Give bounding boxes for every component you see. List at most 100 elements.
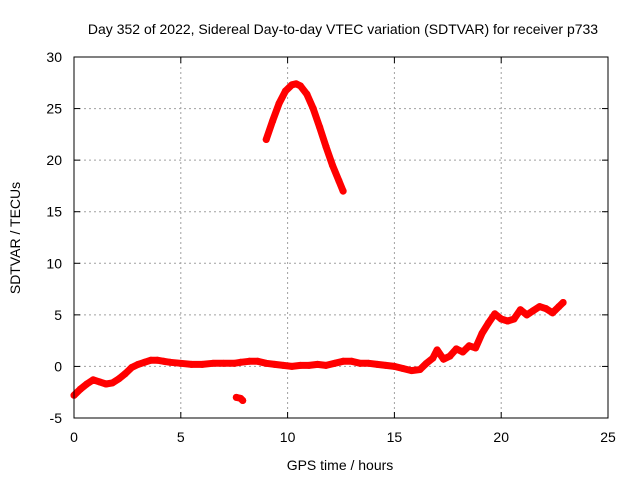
data-point — [239, 396, 247, 404]
data-point — [422, 359, 430, 367]
x-tick-label: 20 — [493, 429, 509, 445]
data-point — [269, 117, 277, 125]
data-point — [459, 348, 467, 356]
chart-title: Day 352 of 2022, Sidereal Day-to-day VTE… — [88, 21, 598, 37]
data-point — [134, 360, 142, 368]
data-point — [335, 177, 343, 185]
plot-frame — [73, 56, 609, 419]
data-point — [76, 385, 84, 393]
data-point — [230, 359, 238, 367]
data-point — [452, 345, 460, 353]
data-point — [275, 99, 283, 107]
data-point — [504, 317, 512, 325]
data-point — [281, 87, 289, 95]
data-point — [83, 380, 91, 388]
x-tick-label: 5 — [177, 429, 185, 445]
data-point — [491, 310, 499, 318]
data-point — [433, 346, 441, 354]
x-tick-label: 25 — [600, 429, 616, 445]
data-point — [465, 342, 473, 350]
data-point — [288, 362, 296, 370]
data-point — [440, 355, 448, 363]
data-point — [309, 105, 317, 113]
data-layer — [70, 80, 567, 404]
y-tick-label: -5 — [50, 410, 63, 426]
data-point — [365, 359, 373, 367]
data-point — [262, 136, 270, 144]
data-point — [303, 90, 311, 98]
data-point — [220, 359, 228, 367]
data-point — [331, 359, 339, 367]
data-point — [478, 329, 486, 337]
y-tick-label: 5 — [54, 307, 62, 323]
data-point — [339, 187, 347, 195]
data-point — [96, 378, 104, 386]
data-point — [382, 361, 390, 369]
data-point — [373, 360, 381, 368]
y-tick-label: 15 — [46, 204, 62, 220]
data-point — [166, 358, 174, 366]
x-axis-label: GPS time / hours — [287, 457, 394, 473]
data-point — [446, 352, 454, 360]
data-point — [484, 319, 492, 327]
y-axis-label: SDTVAR / TECUs — [7, 182, 23, 294]
data-point — [510, 315, 518, 323]
data-point — [108, 379, 116, 387]
data-point — [322, 361, 330, 369]
data-point — [559, 298, 567, 306]
data-point — [187, 360, 195, 368]
data-point — [472, 344, 480, 352]
data-point — [548, 309, 556, 317]
data-point — [416, 366, 424, 374]
y-tick-label: 30 — [46, 49, 62, 65]
data-point — [296, 82, 304, 90]
data-point — [523, 311, 531, 319]
y-tick-label: 20 — [46, 152, 62, 168]
data-point — [153, 356, 161, 364]
data-point — [497, 315, 505, 323]
data-point — [322, 143, 330, 151]
y-tick-label: 0 — [54, 358, 62, 374]
y-tick-label: 10 — [46, 255, 62, 271]
data-point — [339, 357, 347, 365]
y-tick-label: 25 — [46, 101, 62, 117]
data-point — [254, 357, 262, 365]
axis-layer: 0 5 10 15 20 25 -5 0 5 10 15 20 25 30 — [46, 49, 616, 445]
data-point — [140, 358, 148, 366]
data-point — [305, 361, 313, 369]
data-point — [198, 360, 206, 368]
data-point — [279, 361, 287, 369]
data-point — [356, 359, 364, 367]
data-point — [296, 361, 304, 369]
data-point — [542, 305, 550, 313]
data-point — [177, 359, 185, 367]
data-point — [237, 358, 245, 366]
data-point — [390, 362, 398, 370]
data-point — [115, 375, 123, 383]
data-point — [147, 356, 155, 364]
data-point — [529, 307, 537, 315]
x-tick-label: 15 — [387, 429, 403, 445]
data-point — [429, 354, 437, 362]
data-point — [209, 359, 217, 367]
data-point — [121, 370, 129, 378]
data-point — [536, 303, 544, 311]
data-point — [314, 360, 322, 368]
data-point — [407, 367, 415, 375]
data-point — [516, 306, 524, 314]
data-point — [348, 357, 356, 365]
data-point — [399, 364, 407, 372]
data-point — [128, 363, 136, 371]
data-point — [89, 376, 97, 384]
data-point — [160, 357, 168, 365]
data-point — [316, 123, 324, 131]
data-point — [262, 359, 270, 367]
x-tick-label: 10 — [280, 429, 296, 445]
data-point — [102, 380, 110, 388]
data-point — [271, 360, 279, 368]
data-point — [328, 161, 336, 169]
data-point — [245, 357, 253, 365]
x-tick-label: 0 — [70, 429, 78, 445]
